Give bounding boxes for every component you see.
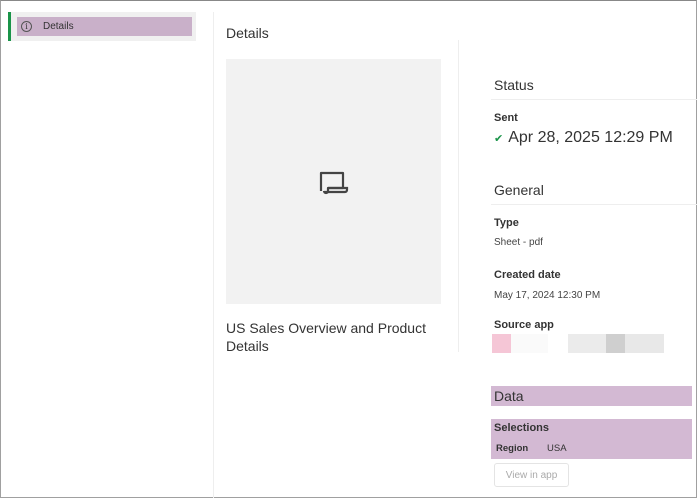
type-label: Type: [494, 217, 519, 229]
selections-panel: Selections Region USA: [491, 419, 692, 459]
status-heading: Status: [491, 77, 697, 100]
general-heading: General: [491, 182, 697, 205]
sent-value: ✔ Apr 28, 2025 12:29 PM: [494, 129, 673, 147]
created-label: Created date: [494, 269, 561, 281]
divider: [213, 12, 214, 498]
selection-value: USA: [547, 443, 567, 454]
data-heading: Data: [491, 386, 692, 406]
sidebar-item-details[interactable]: i Details: [17, 17, 192, 36]
view-in-app-button[interactable]: View in app: [494, 463, 569, 487]
selections-label: Selections: [494, 422, 550, 434]
sent-date: Apr 28, 2025 12:29 PM: [508, 129, 673, 146]
report-title: US Sales Overview and Product Details: [226, 320, 426, 354]
thumbnail[interactable]: [226, 59, 441, 304]
sidebar-item-label: Details: [43, 21, 74, 32]
divider: [458, 40, 459, 352]
sheet-icon: [319, 171, 348, 194]
created-value: May 17, 2024 12:30 PM: [494, 290, 601, 301]
source-app-label: Source app: [494, 319, 554, 331]
sidebar-nav: i Details: [8, 12, 196, 41]
check-icon: ✔: [494, 132, 504, 145]
sent-label: Sent: [494, 112, 518, 124]
type-value: Sheet - pdf: [494, 237, 543, 248]
info-icon: i: [21, 21, 32, 32]
selection-field: Region: [496, 443, 529, 454]
page-title: Details: [226, 25, 269, 41]
